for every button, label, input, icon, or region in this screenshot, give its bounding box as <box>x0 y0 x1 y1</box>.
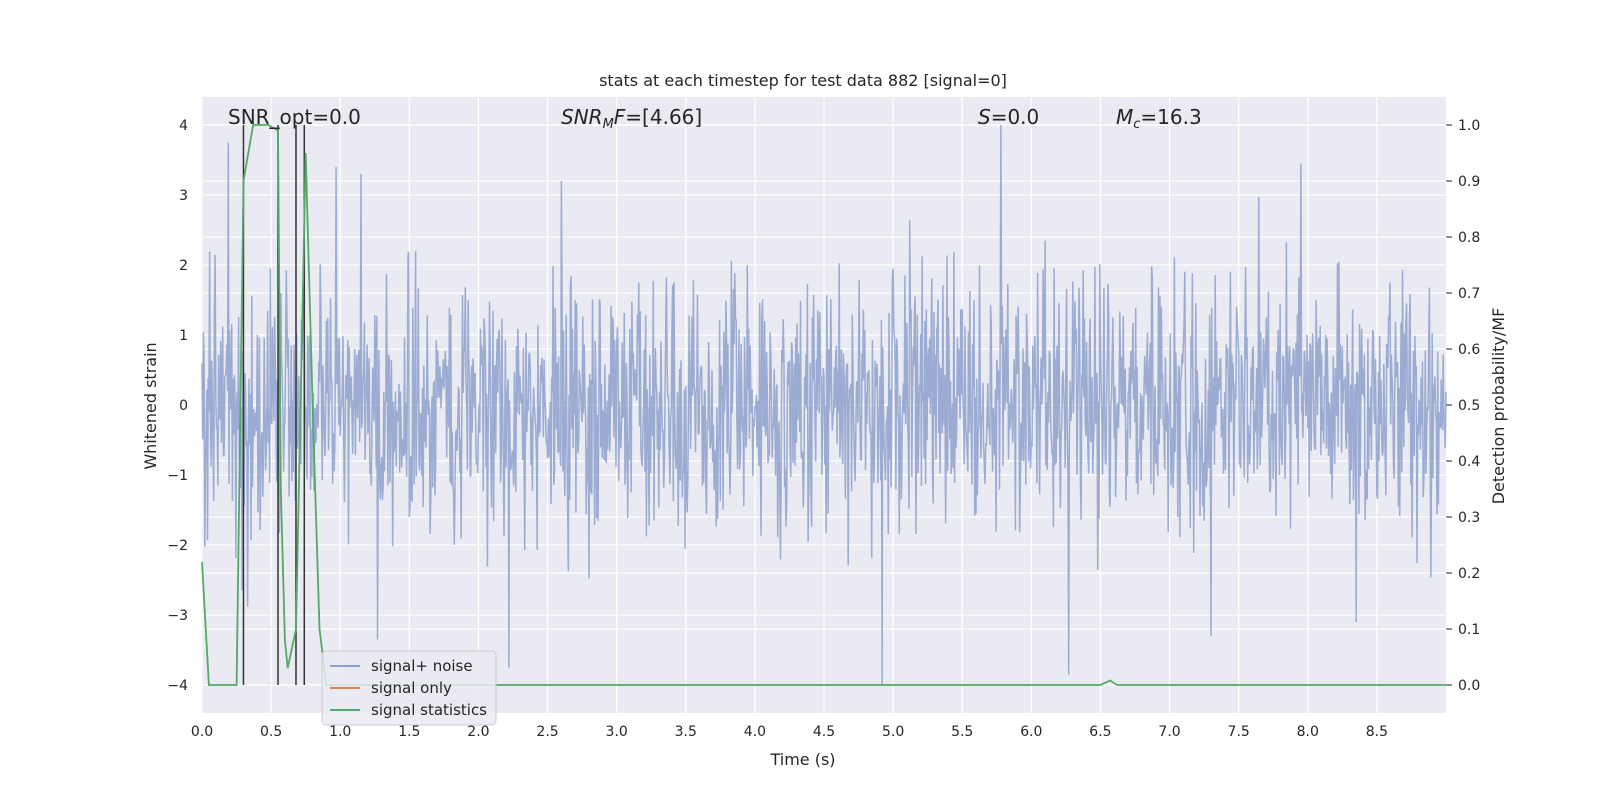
y-left-axis-ticks: −4 −3 −2 −1 0 1 2 3 4 <box>167 118 188 694</box>
x-tick-label: 4.5 <box>813 724 835 740</box>
y-right-tick-label: 0.4 <box>1458 454 1480 470</box>
x-axis-label: Time (s) <box>769 750 835 769</box>
series-signal-statistics <box>201 124 1446 686</box>
y-left-tick-label: −3 <box>167 608 188 624</box>
y-left-tick-label: −2 <box>167 538 188 554</box>
y-right-tick-label: 0.0 <box>1458 678 1480 694</box>
x-tick-label: 8.0 <box>1297 724 1319 740</box>
y-left-tick-label: 4 <box>179 118 188 134</box>
y-right-tick-label: 0.2 <box>1458 566 1480 582</box>
y-right-axis-ticks: 0.0 0.1 0.2 0.3 0.4 0.5 0.6 0.7 0.8 0.9 1.0 <box>1446 118 1480 694</box>
series-line-signal-statistics <box>201 124 1446 686</box>
x-tick-label: 8.5 <box>1366 724 1388 740</box>
x-axis-ticks: 0.0 0.5 1.0 1.5 2.0 2.5 3.0 3.5 4.0 4.5 5.0 5.5 6.0 6… <box>191 724 1388 740</box>
legend-label-signal-statistics: signal statistics <box>371 701 487 719</box>
annotations: SNR_opt=0.0 SNRMF=[4.66] S=0.0 Mc=16.3 <box>228 105 1202 132</box>
annotation-snr-opt: SNR_opt=0.0 <box>228 105 361 129</box>
x-tick-label: 7.0 <box>1158 724 1180 740</box>
x-tick-label: 5.5 <box>951 724 973 740</box>
legend-entry-signal-plus-noise: signal+ noise <box>330 657 473 675</box>
y-right-axis-label: Detection probability/MF <box>1489 308 1508 505</box>
y-right-tick-label: 0.5 <box>1458 398 1480 414</box>
y-left-tick-label: −1 <box>167 468 188 484</box>
x-tick-label: 1.5 <box>398 724 420 740</box>
legend-label-signal-only: signal only <box>371 679 452 697</box>
x-tick-label: 7.5 <box>1228 724 1250 740</box>
legend-label-signal-plus-noise: signal+ noise <box>371 657 473 675</box>
x-tick-label: 5.0 <box>882 724 904 740</box>
annotation-mc: Mc=16.3 <box>1116 105 1202 132</box>
legend: signal+ noise signal only signal statist… <box>321 650 497 726</box>
annotation-s: S=0.0 <box>978 105 1039 129</box>
x-tick-label: 2.5 <box>536 724 558 740</box>
y-left-tick-label: 3 <box>179 188 188 204</box>
legend-box <box>321 650 497 726</box>
y-right-tick-label: 0.3 <box>1458 510 1480 526</box>
x-tick-label: 6.0 <box>1020 724 1042 740</box>
y-left-axis-label: Whitened strain <box>141 342 160 469</box>
x-tick-label: 3.5 <box>675 724 697 740</box>
y-left-tick-label: 2 <box>179 258 188 274</box>
y-right-tick-label: 0.9 <box>1458 174 1480 190</box>
y-right-tick-label: 0.6 <box>1458 342 1480 358</box>
series-line-signal-plus-noise <box>201 124 1447 686</box>
y-right-tick-label: 0.7 <box>1458 286 1480 302</box>
x-tick-label: 6.5 <box>1089 724 1111 740</box>
x-tick-label: 1.0 <box>329 724 351 740</box>
x-tick-label: 2.0 <box>467 724 489 740</box>
y-left-tick-label: 1 <box>179 328 188 344</box>
y-right-tick-label: 1.0 <box>1458 118 1480 134</box>
y-left-tick-label: 0 <box>179 398 188 414</box>
annotation-snr-mf: SNRMF=[4.66] <box>561 105 702 132</box>
legend-entry-signal-only: signal only <box>330 679 452 697</box>
y-right-tick-label: 0.1 <box>1458 622 1480 638</box>
x-tick-label: 0.0 <box>191 724 213 740</box>
x-tick-label: 4.0 <box>744 724 766 740</box>
legend-entry-signal-statistics: signal statistics <box>330 701 487 719</box>
series-signal-plus-noise <box>201 124 1447 686</box>
y-right-tick-label: 0.8 <box>1458 230 1480 246</box>
y-left-tick-label: −4 <box>167 678 188 694</box>
chart-title: stats at each timestep for test data 882… <box>599 71 1007 90</box>
x-tick-label: 0.5 <box>260 724 282 740</box>
x-tick-label: 3.0 <box>606 724 628 740</box>
